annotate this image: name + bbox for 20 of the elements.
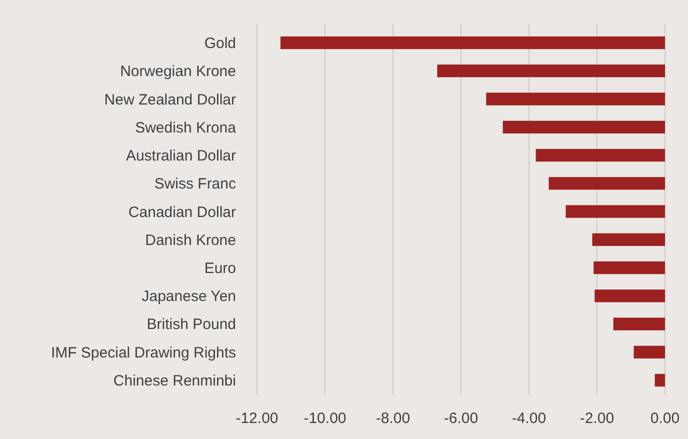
y-tick-label: Euro	[204, 260, 236, 277]
x-tick-label: -2.00	[580, 410, 614, 427]
y-tick-label: Chinese Renminbi	[113, 372, 236, 390]
y-tick-label: Australian Dollar	[126, 148, 236, 165]
y-tick-label: IMF Special Drawing Rights	[50, 344, 236, 362]
y-tick-label: Gold	[204, 35, 236, 52]
x-tick-label: -4.00	[512, 410, 546, 427]
x-tick-label: -10.00	[304, 410, 346, 427]
y-tick-label: Swiss Franc	[154, 176, 236, 193]
y-tick-label: Japanese Yen	[142, 288, 236, 306]
y-tick-label: Norwegian Krone	[120, 63, 236, 80]
y-tick-label: British Pound	[146, 316, 236, 334]
y-tick-label: Danish Krone	[145, 232, 236, 249]
x-tick-label: 0.00	[650, 410, 680, 427]
y-tick-label: Canadian Dollar	[128, 204, 236, 221]
x-tick-label: -6.00	[444, 410, 478, 427]
y-tick-label: Swedish Krona	[135, 119, 237, 136]
y-tick-label: New Zealand Dollar	[104, 91, 236, 108]
x-tick-label: -12.00	[236, 410, 278, 427]
x-tick-label: -8.00	[376, 410, 410, 427]
